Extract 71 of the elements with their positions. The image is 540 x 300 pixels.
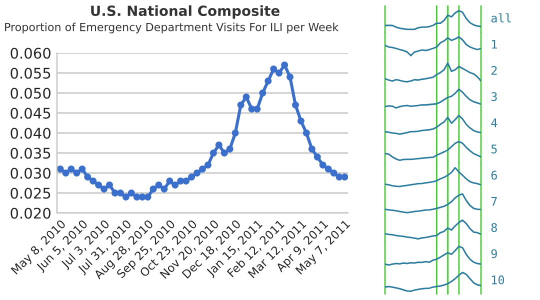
point: [314, 154, 321, 160]
point: [188, 174, 196, 180]
y-tick-label: 0.060: [10, 48, 50, 59]
series-label: 6: [491, 170, 497, 180]
point: [160, 186, 168, 192]
y-tick-label: 0.025: [10, 188, 50, 199]
point: [210, 150, 217, 156]
y-tick-label: 0.020: [10, 208, 50, 219]
point: [116, 190, 124, 196]
point: [242, 94, 250, 100]
point: [254, 106, 261, 112]
series-label: 8: [491, 223, 497, 232]
point: [226, 146, 234, 152]
point: [100, 186, 108, 192]
point: [215, 142, 222, 148]
series-label: 5: [491, 144, 497, 154]
point: [194, 170, 201, 176]
point: [57, 166, 64, 172]
point: [297, 118, 304, 124]
point: [204, 162, 212, 168]
point: [276, 70, 283, 76]
point: [166, 178, 174, 184]
point: [155, 182, 162, 188]
point: [95, 182, 102, 188]
point: [336, 174, 343, 180]
y-tick-label: 0.055: [10, 68, 50, 79]
point: [199, 166, 206, 172]
point: [232, 130, 239, 136]
y-tick-label: 0.040: [10, 128, 50, 139]
point: [292, 102, 299, 108]
point: [144, 194, 152, 200]
y-tick-label: 0.045: [10, 108, 50, 119]
series-label: 7: [491, 197, 497, 206]
point: [281, 62, 288, 68]
point: [308, 146, 316, 152]
y-tick-label: 0.050: [10, 88, 50, 99]
point: [324, 166, 332, 172]
point: [73, 170, 80, 176]
chart-subtitle: Proportion of Emergency Department Visits For ILI per Week: [5, 22, 339, 34]
series-label: 9: [491, 249, 497, 258]
point: [62, 170, 70, 176]
y-tick-label: 0.035: [10, 148, 50, 159]
series-label: all: [491, 13, 511, 23]
point: [106, 182, 113, 188]
point: [84, 174, 92, 180]
point: [122, 194, 130, 200]
point: [90, 178, 97, 184]
point: [182, 178, 190, 184]
point: [302, 130, 310, 136]
point: [78, 166, 86, 172]
series-label: 10: [492, 275, 504, 284]
point: [264, 78, 272, 84]
series-label: 1: [492, 40, 497, 49]
point: [220, 150, 228, 156]
point: [237, 102, 244, 108]
point: [319, 162, 326, 168]
point: [341, 174, 348, 180]
point: [330, 170, 338, 176]
point: [150, 186, 157, 192]
series-label: 4: [491, 118, 498, 128]
y-tick-label: 0.030: [10, 168, 50, 179]
chart-title: U.S. National Composite: [91, 5, 280, 19]
series-label: 3: [491, 92, 497, 102]
point: [128, 190, 135, 196]
point: [286, 74, 294, 80]
point: [259, 90, 266, 96]
series-label: 2: [491, 66, 497, 75]
point: [172, 182, 179, 188]
point: [248, 106, 256, 112]
point: [68, 166, 75, 172]
point: [270, 66, 278, 72]
